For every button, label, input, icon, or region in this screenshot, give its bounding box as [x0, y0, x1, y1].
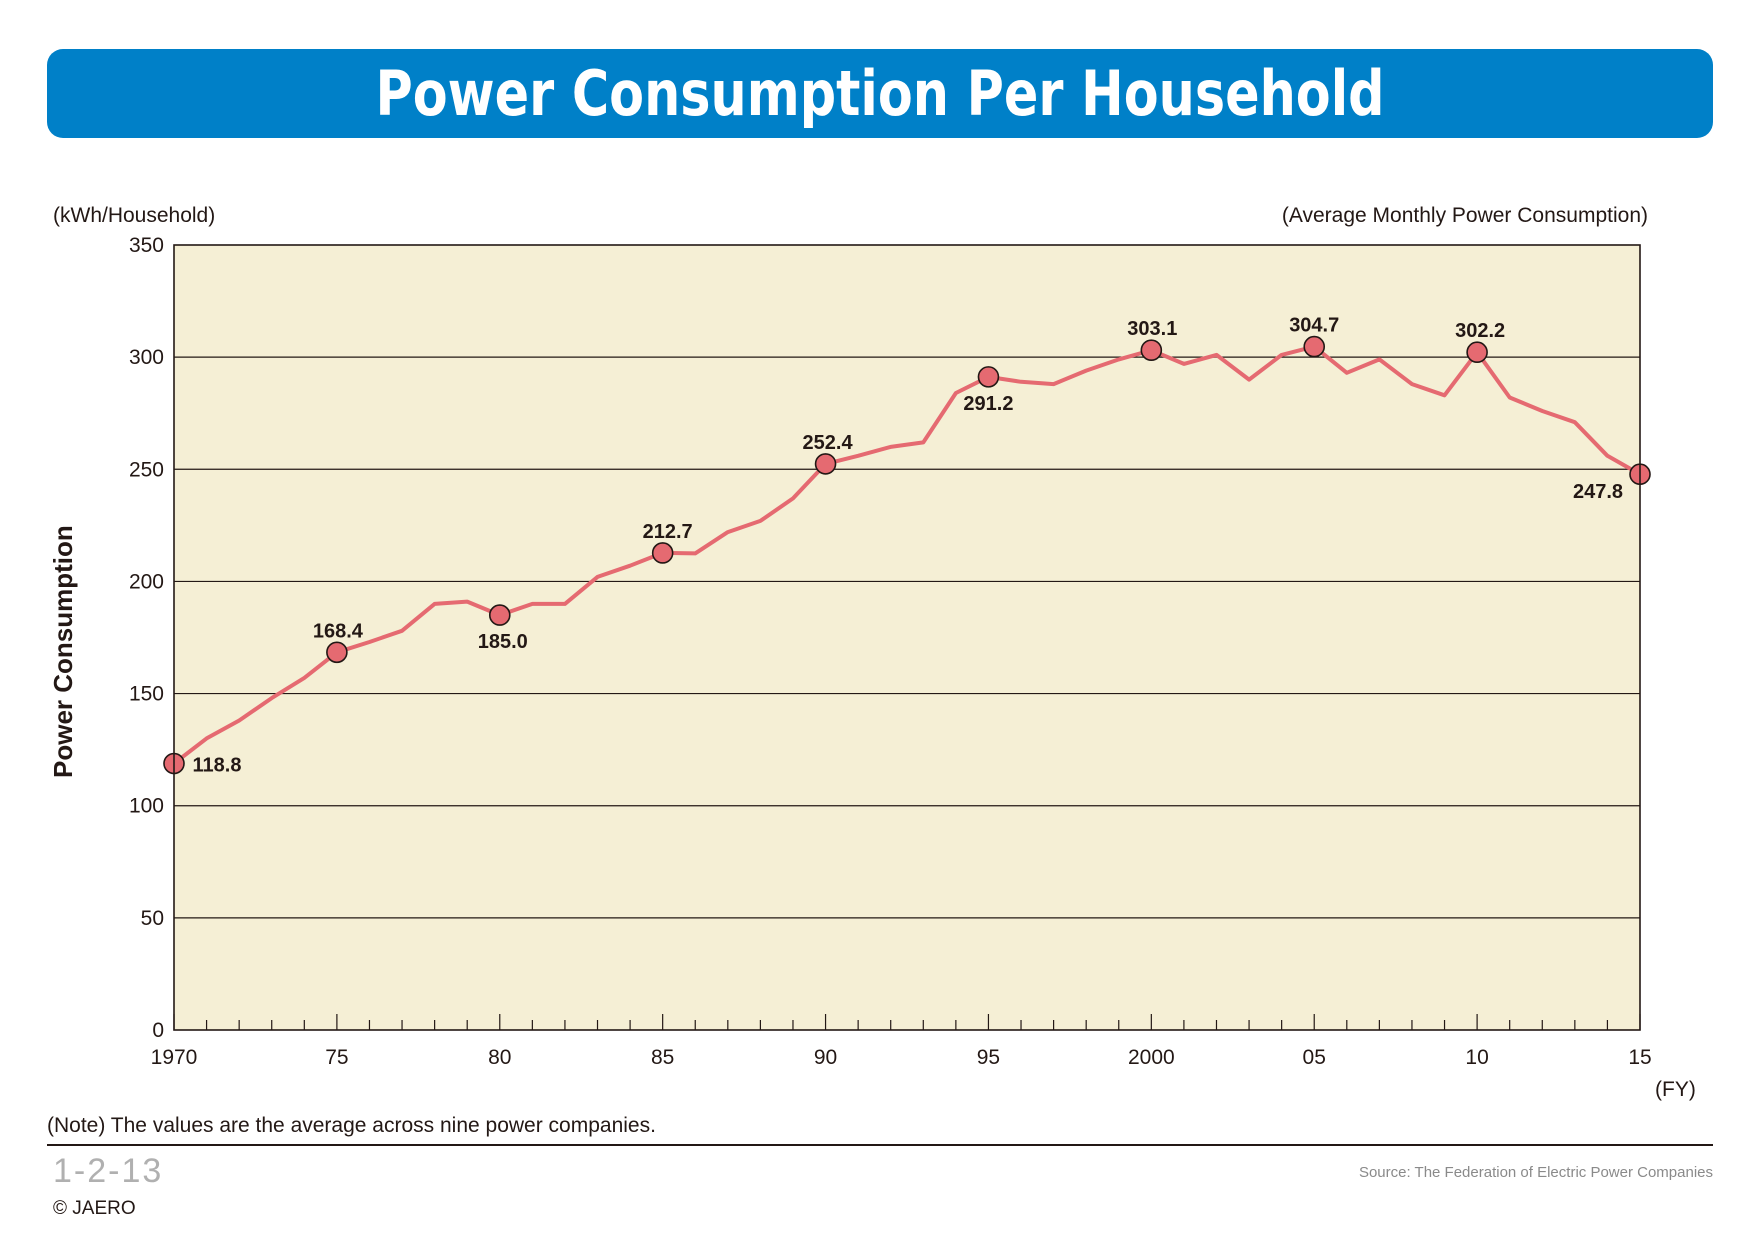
- x-tick-label: 85: [651, 1046, 674, 1069]
- x-ticks: 1970 75 80 85 90 95 2000 05 10 15: [151, 1014, 1652, 1069]
- data-marker: [488, 604, 511, 626]
- data-label: 303.1: [1127, 318, 1177, 340]
- chart-title: Power Consumption Per Household: [375, 57, 1385, 130]
- data-marker: [651, 542, 674, 564]
- x-tick-label: 10: [1465, 1046, 1488, 1069]
- x-unit-label: (FY): [1655, 1078, 1696, 1101]
- data-label: 118.8: [193, 755, 242, 777]
- data-marker: [1466, 341, 1488, 364]
- data-label: 168.4: [313, 620, 364, 642]
- y-tick-label: 100: [129, 795, 164, 818]
- y-tick-label: 50: [141, 907, 164, 930]
- x-tick-label: 90: [814, 1046, 837, 1069]
- x-tick-label: 15: [1628, 1046, 1651, 1069]
- x-tick-label: 05: [1303, 1046, 1326, 1069]
- chart-note: (Note) The values are the average across…: [47, 1114, 656, 1137]
- y-tick-label: 300: [129, 346, 164, 369]
- y-tick-label: 200: [129, 570, 164, 593]
- y-tick-label: 250: [129, 458, 164, 481]
- series-line: [172, 344, 1641, 766]
- plot-area: [174, 245, 1640, 1030]
- y-tick-label: 150: [129, 683, 164, 706]
- data-marker: [326, 641, 348, 664]
- data-label: 302.2: [1455, 320, 1505, 342]
- figure-number: 1-2-13: [53, 1152, 164, 1190]
- data-label: 185.0: [478, 631, 528, 653]
- plot-frame: [173, 244, 1641, 1031]
- x-tick-label: 75: [325, 1046, 348, 1069]
- data-markers: [163, 335, 1651, 775]
- data-label: 291.2: [963, 393, 1013, 415]
- data-label: 212.7: [643, 521, 693, 543]
- y-tick-label: 350: [129, 234, 164, 257]
- chart-subtitle: (Average Monthly Power Consumption): [1281, 204, 1648, 227]
- title-banner: Power Consumption Per Household: [47, 49, 1713, 138]
- y-tick-label: 0: [152, 1019, 164, 1042]
- data-labels: 118.8 168.4 185.0 212.7 252.4 291.2 303.1 304.7…: [193, 315, 1624, 777]
- source-text: Source: The Federation of Electric Power…: [1358, 1164, 1713, 1181]
- data-marker: [1303, 335, 1326, 358]
- y-tick-labels: 0 50 100 150 200 250 300 350: [129, 234, 164, 1042]
- data-label: 304.7: [1289, 315, 1339, 337]
- x-tick-label: 2000: [1128, 1046, 1175, 1069]
- x-tick-label: 95: [977, 1046, 1000, 1069]
- data-marker: [977, 366, 1000, 388]
- data-marker: [1140, 339, 1163, 361]
- y-unit-label: (kWh/Household): [53, 204, 216, 227]
- x-tick-label: 1970: [151, 1046, 198, 1069]
- data-marker: [814, 453, 837, 475]
- footer-divider: [47, 1144, 1713, 1146]
- x-tick-label: 80: [488, 1046, 511, 1069]
- copyright-text: © JAERO: [53, 1198, 136, 1219]
- data-label: 252.4: [803, 432, 854, 454]
- grid-lines: [174, 356, 1640, 919]
- data-label: 247.8: [1573, 481, 1623, 503]
